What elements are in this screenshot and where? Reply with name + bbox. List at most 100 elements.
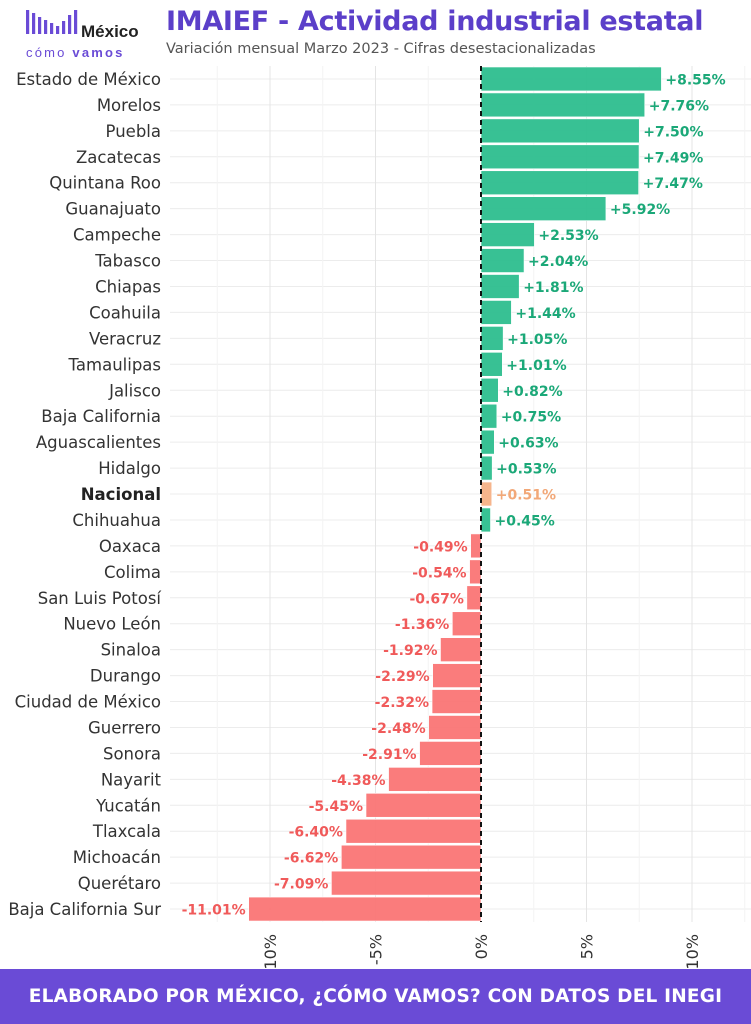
bar-durango [432,663,482,688]
value-label: +7.50% [643,124,703,140]
category-label: Puebla [106,122,161,141]
bar-campeche [480,222,535,247]
value-label: -0.67% [409,591,463,607]
bar-oaxaca [470,533,482,559]
category-label: Tabasco [94,252,161,271]
category-label: Quintana Roo [49,174,161,193]
chart-subtitle: Variación mensual Marzo 2023 - Cifras de… [166,41,596,57]
bar-tamaulipas [480,352,503,377]
value-label: +1.44% [515,306,575,322]
svg-text:cómo vamos: cómo vamos [26,45,125,60]
value-label: -1.92% [383,643,437,659]
category-label: Michoacán [73,848,161,867]
category-label: Durango [90,667,161,686]
bar-chiapas [480,274,520,299]
logo-como-text: cómo [26,45,67,60]
category-label: Yucatán [95,796,161,815]
category-label: Oaxaca [99,537,161,556]
value-label: +1.05% [507,332,567,348]
category-label: Nuevo León [63,615,161,634]
category-label: Jalisco [108,381,161,400]
category-label: Veracruz [89,329,161,348]
bar-veracruz [480,326,504,351]
category-label: Estado de México [16,70,161,89]
value-label: +2.04% [528,254,588,270]
category-label: Tlaxcala [92,822,161,841]
value-label: -4.38% [331,773,385,789]
bar-coahuila [480,300,512,325]
bar-tabasco [480,248,525,273]
bar-hidalgo [480,455,493,481]
value-label: +0.51% [496,488,556,504]
logo-bars-icon [26,10,78,34]
value-label: +0.45% [494,513,554,529]
category-label: Nayarit [101,770,162,789]
category-label: Hidalgo [98,459,161,478]
value-label: +7.47% [643,176,703,192]
value-label: -0.54% [412,565,466,581]
x-tick-label: -10% [261,934,280,970]
bar-quer-taro [331,870,482,896]
x-tick-label: 5% [578,934,597,959]
value-label: -6.62% [284,851,338,867]
value-label: -6.40% [289,825,343,841]
category-label: Guanajuato [65,200,161,219]
category-label: Chihuahua [72,511,161,530]
bar-zacatecas [480,144,640,170]
category-label: Colima [104,563,161,582]
bar-nacional [480,481,493,507]
value-label: -5.45% [309,799,363,815]
bar-nayarit [388,767,482,792]
chart-title: IMAIEF - Actividad industrial estatal [166,6,704,37]
value-label: +7.76% [649,98,709,114]
value-label: +2.53% [538,228,598,244]
category-label: Querétaro [78,874,161,893]
x-tick-label: 10% [683,934,702,970]
value-label: +0.63% [498,436,558,452]
x-tick-label: 0% [472,934,491,959]
value-label: +7.49% [643,150,703,166]
bar-ciudad-de-m-xico [431,689,482,714]
bar-chihuahua [480,507,491,533]
category-label: Sinaloa [101,641,161,660]
bar-sinaloa [440,637,482,662]
logo-vamos-text: vamos [72,45,124,60]
category-label: Aguascalientes [36,433,161,452]
value-label: +0.53% [496,462,556,478]
bar-guanajuato [480,196,607,221]
category-label: Chiapas [95,277,161,296]
logo-mexico-text: México [81,22,139,41]
footer-banner: ELABORADO POR MÉXICO, ¿CÓMO VAMOS? CON D… [0,969,751,1024]
value-label: -2.32% [375,695,429,711]
mexico-como-vamos-logo: México cómo vamos [26,10,139,60]
bar-jalisco [480,377,499,403]
bar-baja-california [480,403,498,429]
category-label: Coahuila [89,303,161,322]
bar-quintana-roo [480,170,639,196]
category-label: Morelos [97,96,161,115]
bar-tlaxcala [345,818,482,844]
category-label: Baja California [41,407,161,426]
category-label: Tamaulipas [68,355,161,374]
bar-morelos [480,92,646,118]
bar-nuevo-le-n [452,611,482,636]
bar-chart: Estado de México +8.55% Morelos +7.76% Puebl… [8,66,751,970]
category-label: Ciudad de México [15,693,161,712]
value-label: +1.81% [523,280,583,296]
bar-baja-california-sur [248,896,482,922]
bar-san-luis-potos- [466,585,482,611]
category-label: San Luis Potosí [38,589,163,608]
value-label: +0.75% [501,410,561,426]
value-label: -0.49% [413,539,467,555]
value-label: -2.29% [375,669,429,685]
category-label: Sonora [103,744,161,763]
category-label: Baja California Sur [8,900,161,919]
bar-sonora [419,741,482,766]
value-label: -11.01% [182,903,246,919]
x-tick-label: -5% [367,934,386,965]
bar-estado-de-m-xico [480,66,662,92]
value-label: -1.36% [395,617,449,633]
value-label: +1.01% [506,358,566,374]
bar-colima [469,559,482,585]
category-label: Guerrero [88,718,161,737]
